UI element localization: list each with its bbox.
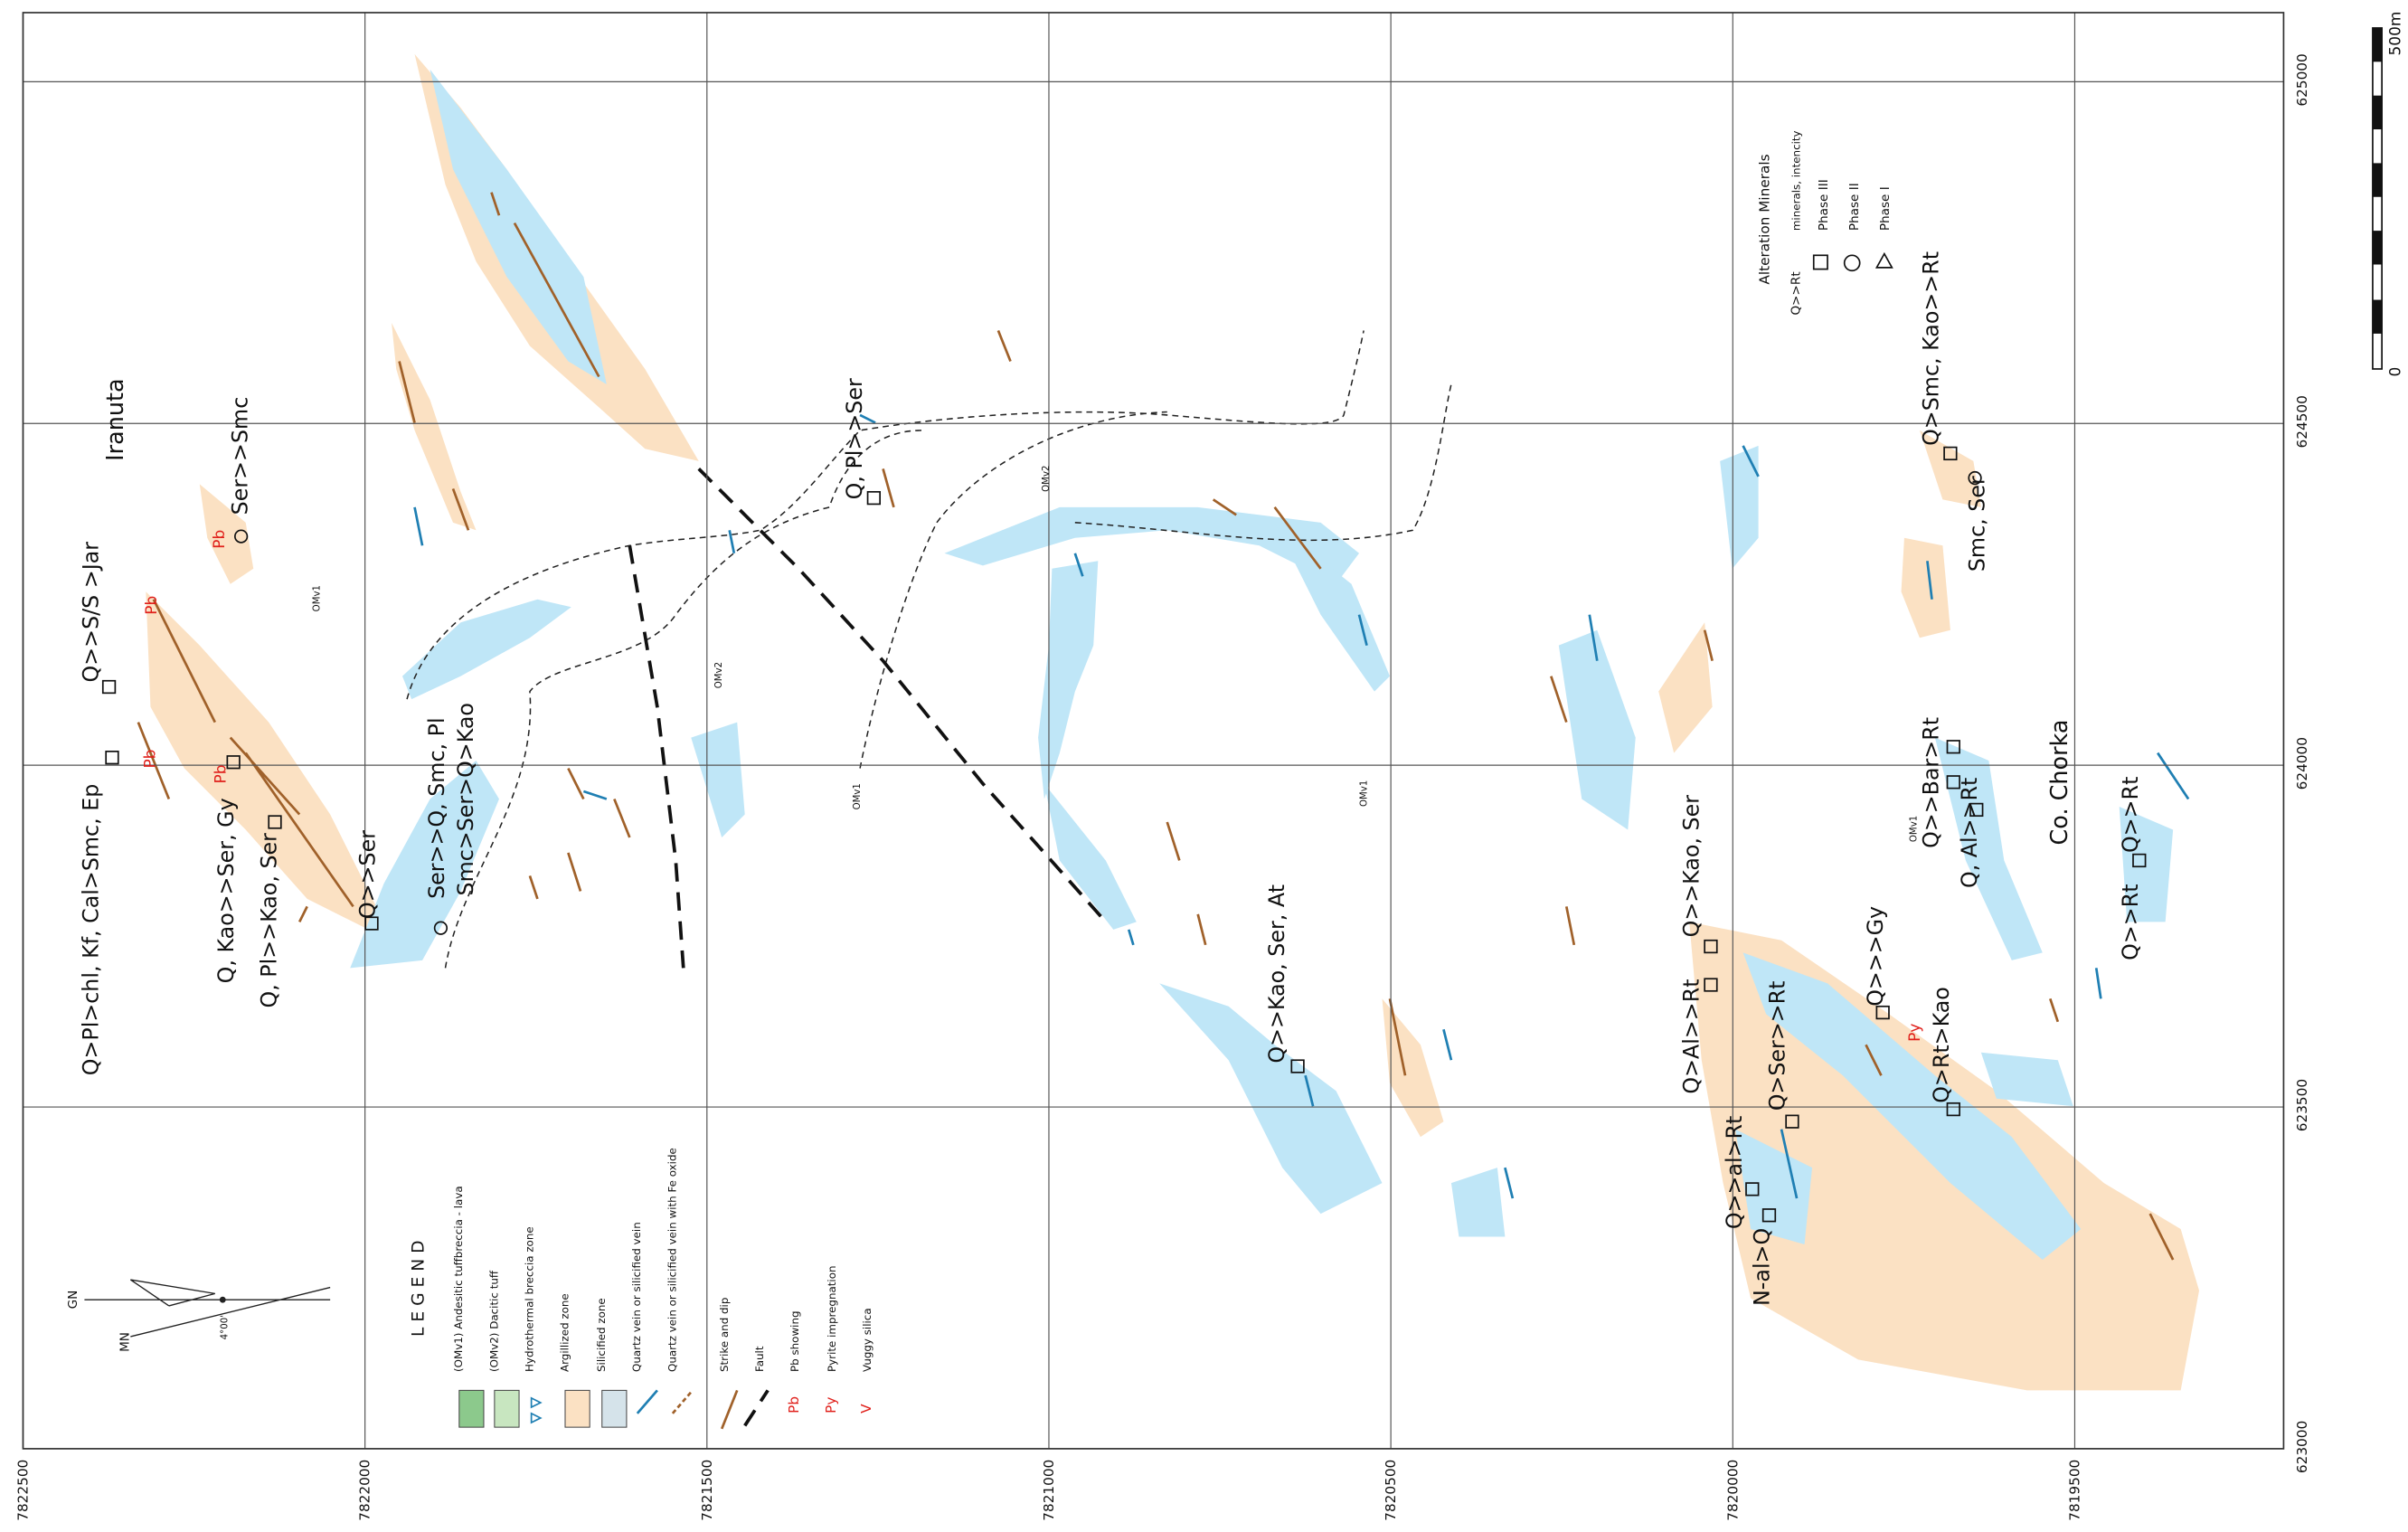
map-label: Q, Pl>>Kao, Ser xyxy=(257,833,282,1008)
scale-bar-segment xyxy=(2373,163,2382,196)
map-label: Q>>S/S >Jar xyxy=(79,542,104,683)
map-label: OMv2 xyxy=(1042,466,1052,492)
legend-swatch xyxy=(602,1390,627,1427)
scale-min: 0 xyxy=(2387,367,2405,377)
map-label: Q, Pl>>Ser xyxy=(842,378,867,499)
x-coordinate-label: 7821500 xyxy=(699,1460,715,1521)
y-coordinate-label: 624000 xyxy=(2294,737,2310,790)
legend-label: Pyrite impregnation xyxy=(826,1265,838,1372)
map-label: Ser>>Smc xyxy=(227,397,252,515)
legend-title: L E G E N D xyxy=(410,1240,429,1336)
legend-symbol: Py xyxy=(823,1397,839,1414)
legend-swatch xyxy=(495,1390,519,1427)
map-label: Q, Al>>Rt xyxy=(1957,778,1982,888)
y-coordinate-label: 624500 xyxy=(2294,395,2310,448)
map-label: Q>>Rt xyxy=(2118,777,2143,853)
scale-bar xyxy=(2373,28,2382,369)
scale-bar-segment xyxy=(2373,28,2382,61)
map-label: Q>Pl>chl, Kf, Cal>Smc, Ep xyxy=(79,784,104,1076)
map-label: OMv1 xyxy=(1910,816,1920,842)
x-coordinate-label: 7819500 xyxy=(2067,1460,2083,1521)
map-label: Q>Al>>Rt xyxy=(1678,979,1704,1093)
legend-label: Quartz vein or silicified vein with Fe o… xyxy=(666,1148,678,1372)
north-mn: MN xyxy=(118,1332,133,1352)
map-label: Q, Kao>>Ser, Gy xyxy=(213,798,239,983)
legend-symbol: Pb xyxy=(786,1396,802,1414)
x-coordinate-label: 7822000 xyxy=(357,1460,373,1521)
legend-label: Fault xyxy=(753,1346,766,1372)
legend-label: (OMv2) Dacitic tuff xyxy=(487,1270,500,1372)
alteration-legend-example: Q>>Rt xyxy=(1789,271,1803,315)
geologic-map: 7822500 7822000 7821500 7821000 7820500 78200… xyxy=(0,0,2408,1532)
x-coordinate-label: 7820500 xyxy=(1383,1460,1399,1521)
map-label: Q>>Rt xyxy=(2118,884,2143,960)
phase-label: Phase I xyxy=(1878,186,1893,231)
x-coordinate-label: 7820000 xyxy=(1724,1460,1741,1521)
alteration-legend-title: Alteration Minerals xyxy=(1756,154,1772,284)
map-label: Q>Rt>Kao xyxy=(1929,987,1954,1103)
alteration-legend-note: minerals, intencity xyxy=(1789,130,1802,231)
map-label: Pb xyxy=(212,765,231,784)
map-label: Co. Chorka xyxy=(2046,719,2073,845)
x-coordinate-label: 7822500 xyxy=(15,1460,32,1521)
scale-bar-segment xyxy=(2373,300,2382,334)
map-label: Q>Smc, Kao>>Rt xyxy=(1918,251,1943,446)
legend-label: Silicified zone xyxy=(595,1298,608,1372)
legend-label: (OMv1) Andesitic tuffbreccia - lava xyxy=(452,1186,465,1372)
legend-label: Argillized zone xyxy=(558,1293,571,1372)
map-label: Iranuta xyxy=(102,378,129,460)
y-coordinate-label: 623000 xyxy=(2294,1421,2310,1473)
map-label: Q>>Kao, Ser, At xyxy=(1264,884,1289,1064)
map-label: Q>>Kao, Ser xyxy=(1678,795,1704,938)
north-arrow-pivot xyxy=(220,1297,226,1303)
scale-bar-segment xyxy=(2373,96,2382,129)
map-label: Smc>Ser>Q>Kao xyxy=(453,703,478,896)
map-label: Ser>>Q, Smc, Pl xyxy=(424,717,449,898)
map-label: N-al>Q xyxy=(1749,1228,1774,1306)
scale-max: 500m xyxy=(2387,12,2405,56)
legend-label: Pb showing xyxy=(789,1310,801,1372)
legend-label: Strike and dip xyxy=(718,1298,731,1372)
map-label: Q>>>Gy xyxy=(1863,906,1888,1007)
map-label: Q>Ser>>Rt xyxy=(1764,981,1789,1111)
map-label: Py xyxy=(1906,1024,1924,1042)
north-gn: GN xyxy=(66,1291,80,1310)
map-label: Pb xyxy=(211,530,229,549)
map-label: Pb xyxy=(143,596,161,615)
legend-label: Hydrothermal breccia zone xyxy=(523,1226,535,1372)
declination: 4°00' xyxy=(220,1315,230,1339)
map-label: OMv1 xyxy=(1360,780,1370,807)
map-label: Q>>Bar>Rt xyxy=(1918,717,1943,848)
map-label: Q>>al>Rt xyxy=(1722,1116,1747,1229)
y-coordinate-label: 623500 xyxy=(2294,1079,2310,1131)
phase-label: Phase II xyxy=(1847,183,1862,231)
legend-swatch xyxy=(565,1390,590,1427)
map-label: OMv2 xyxy=(714,662,724,688)
map-label: Pb xyxy=(142,750,160,769)
x-coordinate-label: 7821000 xyxy=(1041,1460,1057,1521)
legend-label: Vuggy silica xyxy=(861,1308,873,1372)
map-label: OMv1 xyxy=(853,783,863,809)
y-coordinate-label: 625000 xyxy=(2294,53,2310,106)
map-label: Smc, Ser xyxy=(1964,476,1989,572)
legend-label: Quartz vein or silicified vein xyxy=(630,1222,643,1372)
phase-label: Phase III xyxy=(1817,179,1831,231)
legend-symbol: V xyxy=(858,1404,874,1414)
map-label: OMv1 xyxy=(312,585,322,611)
legend-swatch xyxy=(459,1390,484,1427)
scale-bar-segment xyxy=(2373,231,2382,264)
map-label: Q>>Ser xyxy=(354,830,380,919)
